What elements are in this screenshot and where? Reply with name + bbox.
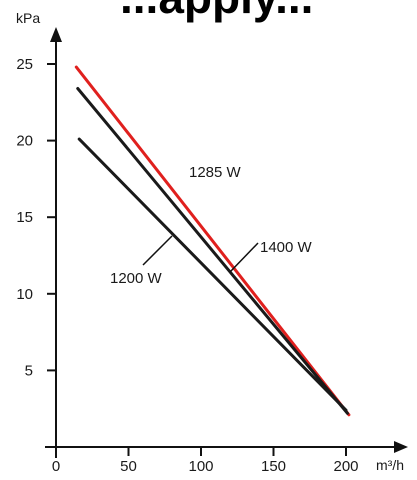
y-axis-label: kPa xyxy=(16,10,40,26)
label-leader-line xyxy=(142,235,173,266)
y-tick-label: 25 xyxy=(16,56,33,73)
x-tick-label: 100 xyxy=(188,458,213,475)
series-line-1 xyxy=(76,87,349,415)
label-leader-line xyxy=(229,242,259,273)
series-line-2 xyxy=(77,137,348,412)
series-lines xyxy=(74,65,351,417)
y-tick-label: 5 xyxy=(25,362,33,379)
heading-fragment: ...apply... xyxy=(120,0,313,24)
y-tick-label: 15 xyxy=(16,209,33,226)
series-label: 1285 W xyxy=(189,164,242,181)
series-labels: 1285 W 1400 W 1200 W xyxy=(110,164,313,287)
x-tick-label: 150 xyxy=(261,458,286,475)
ticks: 0 50 100 150 200 5 10 15 20 25 xyxy=(16,56,358,475)
y-tick-label: 10 xyxy=(16,286,33,303)
series-label: 1200 W xyxy=(110,270,163,287)
x-axis-arrow xyxy=(394,441,408,453)
axes: kPa m³/h xyxy=(16,10,408,473)
x-axis-label: m³/h xyxy=(376,457,404,473)
y-tick-label: 20 xyxy=(16,133,33,150)
x-tick-label: 0 xyxy=(52,458,60,475)
x-tick-label: 200 xyxy=(333,458,358,475)
series-label: 1400 W xyxy=(260,239,313,256)
y-axis-arrow xyxy=(50,27,62,42)
series-line-0 xyxy=(74,65,351,417)
x-tick-label: 50 xyxy=(120,458,137,475)
